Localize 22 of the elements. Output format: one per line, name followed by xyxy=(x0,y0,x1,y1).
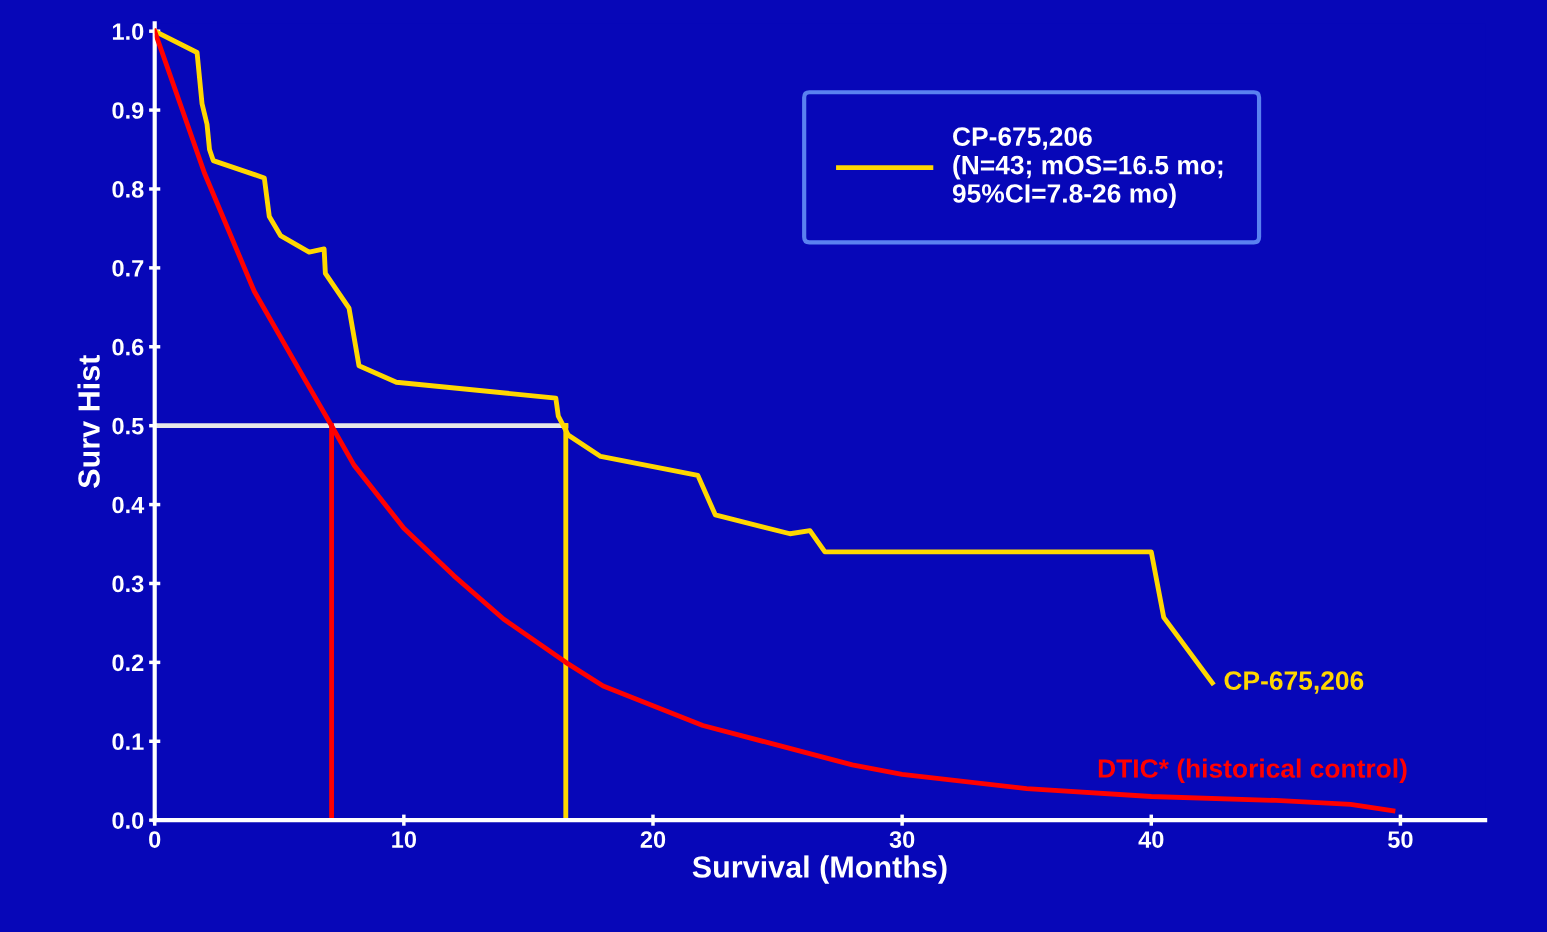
legend-label: CP-675,206 (N=43; mOS=16.5 mo; 95%CI=7.8-26 mo) xyxy=(952,127,1223,209)
x-tick-label: 10 xyxy=(392,831,417,848)
y-tick-label: 0.3 xyxy=(112,575,144,593)
x-axis-title: Survival (Months) xyxy=(692,855,947,884)
y-tick-label: 0.1 xyxy=(112,733,144,751)
x-tick-label: 0 xyxy=(149,831,161,848)
y-tick-label: 1.0 xyxy=(112,23,144,40)
x-tick-label: 20 xyxy=(640,831,666,848)
y-tick-label: 0.5 xyxy=(112,417,144,435)
y-tick-label: 0.6 xyxy=(112,338,144,356)
y-tick-label: 0.9 xyxy=(112,102,144,119)
y-tick-label: 0.8 xyxy=(112,181,144,198)
y-tick-label: 0.2 xyxy=(112,654,144,672)
annotation: CP-675,206 xyxy=(1224,671,1364,694)
y-axis-title: Surv Hist xyxy=(77,355,100,488)
y-tick-label: 0.4 xyxy=(112,496,145,514)
series-label: DTIC* (historical control) xyxy=(1098,758,1407,784)
x-tick-label: 30 xyxy=(889,831,915,848)
x-tick-label: 50 xyxy=(1388,831,1413,848)
x-tick-label: 40 xyxy=(1138,831,1164,848)
y-tick-label: 0.0 xyxy=(112,812,144,829)
y-tick-label: 0.7 xyxy=(112,259,144,277)
